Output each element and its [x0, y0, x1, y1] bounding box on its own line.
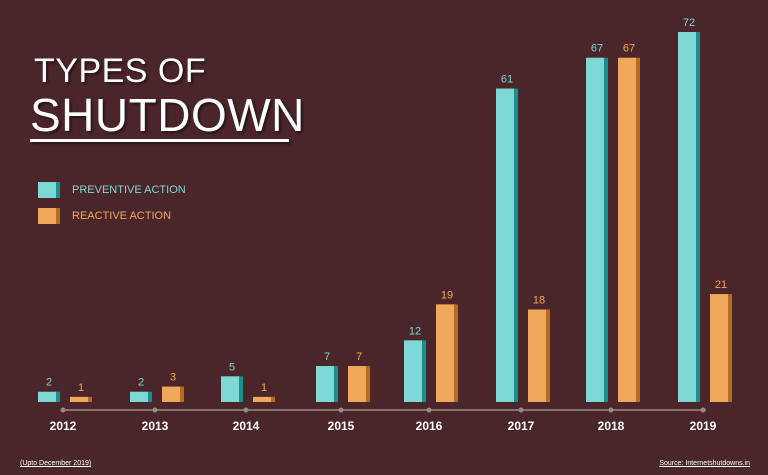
axis-tick-2019 — [700, 407, 706, 413]
data-label-reactive-2012: 1 — [78, 382, 84, 394]
legend-item-reactive: REACTIVE ACTION — [38, 208, 171, 224]
data-label-reactive-2018: 67 — [623, 43, 635, 55]
data-label-reactive-2017: 18 — [533, 295, 545, 307]
chart-title-line2: SHUTDOWN — [30, 89, 305, 141]
bar-side-preventive-2014 — [239, 376, 243, 402]
bar-side-reactive-2017 — [546, 309, 550, 402]
x-tick-label-2017: 2017 — [508, 419, 535, 433]
x-tick-label-2016: 2016 — [416, 419, 443, 433]
data-label-reactive-2013: 3 — [170, 372, 176, 384]
x-tick-label-2018: 2018 — [598, 419, 625, 433]
axis-tick-2013 — [152, 407, 158, 413]
title-underline — [30, 139, 289, 142]
x-tick-label-2015: 2015 — [328, 419, 355, 433]
legend-label-reactive: REACTIVE ACTION — [72, 210, 172, 222]
x-tick-label-2019: 2019 — [690, 419, 717, 433]
data-label-preventive-2017: 61 — [501, 74, 513, 86]
bar-side-preventive-2018 — [604, 57, 608, 402]
footnote-date: (Upto December 2019) — [20, 460, 92, 467]
x-tick-label-2014: 2014 — [233, 419, 260, 433]
axis-tick-2014 — [243, 407, 249, 413]
bar-reactive-2018 — [618, 57, 636, 402]
axis-tick-2018 — [608, 407, 614, 413]
axis-tick-2012 — [60, 407, 66, 413]
bar-reactive-2019 — [710, 294, 728, 402]
axis-tick-2015 — [338, 407, 344, 413]
data-label-reactive-2015: 7 — [356, 351, 362, 363]
bar-reactive-2014 — [253, 396, 271, 402]
chart-title-line1: TYPES OF — [34, 52, 207, 90]
x-tick-label-2012: 2012 — [50, 419, 77, 433]
bar-side-preventive-2015 — [334, 366, 338, 402]
data-label-preventive-2018: 67 — [591, 43, 603, 55]
bar-side-preventive-2013 — [148, 391, 152, 402]
bar-preventive-2014 — [221, 376, 239, 402]
bar-side-preventive-2012 — [56, 391, 60, 402]
bar-reactive-2017 — [528, 309, 546, 402]
bar-side-reactive-2013 — [180, 386, 184, 402]
data-label-reactive-2016: 19 — [441, 289, 453, 301]
bar-side-reactive-2012 — [88, 396, 92, 402]
x-tick-label-2013: 2013 — [142, 419, 169, 433]
legend-label-preventive: PREVENTIVE ACTION — [72, 184, 186, 196]
bar-preventive-2017 — [496, 88, 514, 403]
data-label-preventive-2015: 7 — [324, 351, 330, 363]
bar-preventive-2016 — [404, 340, 422, 402]
bar-preventive-2018 — [586, 57, 604, 402]
legend-swatch-preventive — [38, 182, 60, 198]
bar-preventive-2012 — [38, 391, 56, 402]
data-label-reactive-2014: 1 — [261, 382, 267, 394]
bar-side-reactive-2016 — [454, 304, 458, 402]
bar-reactive-2012 — [70, 396, 88, 402]
legend-swatch-reactive — [38, 208, 60, 224]
data-label-preventive-2019: 72 — [683, 17, 695, 29]
bar-preventive-2015 — [316, 366, 334, 402]
bar-reactive-2016 — [436, 304, 454, 402]
bar-side-reactive-2014 — [271, 396, 275, 402]
axis-tick-2016 — [426, 407, 432, 413]
bar-side-reactive-2015 — [366, 366, 370, 402]
bar-preventive-2019 — [678, 32, 696, 402]
data-label-preventive-2016: 12 — [409, 325, 421, 337]
bar-preventive-2013 — [130, 391, 148, 402]
data-label-preventive-2013: 2 — [138, 377, 144, 389]
legend-item-preventive: PREVENTIVE ACTION — [38, 182, 186, 198]
bar-reactive-2015 — [348, 366, 366, 402]
data-label-preventive-2012: 2 — [46, 377, 52, 389]
bar-side-reactive-2018 — [636, 57, 640, 402]
bar-side-preventive-2016 — [422, 340, 426, 402]
footnote-source: Source: Internetshutdowns.in — [659, 460, 750, 467]
bar-side-preventive-2017 — [514, 88, 518, 403]
data-label-reactive-2019: 21 — [715, 279, 727, 291]
bar-reactive-2013 — [162, 386, 180, 402]
bar-side-preventive-2019 — [696, 32, 700, 402]
bar-side-reactive-2019 — [728, 294, 732, 402]
data-label-preventive-2014: 5 — [229, 361, 235, 373]
axis-tick-2017 — [518, 407, 524, 413]
